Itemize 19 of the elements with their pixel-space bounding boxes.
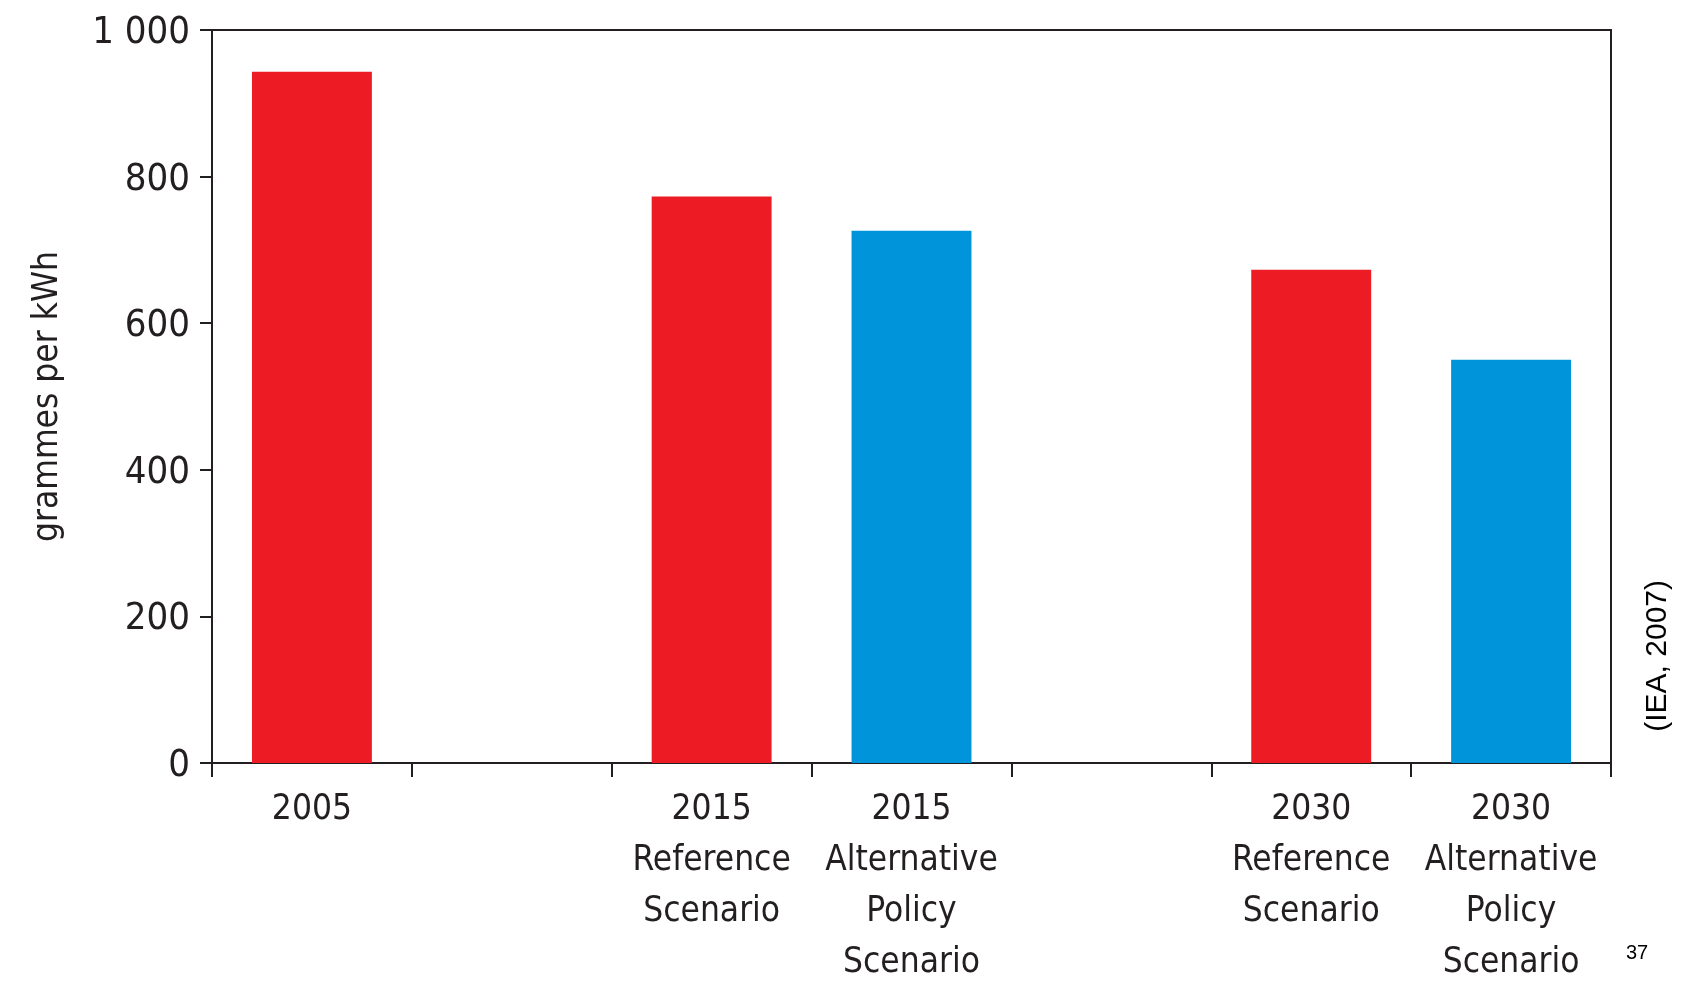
x-tick-label: 2030 Reference Scenario [1232, 786, 1391, 929]
x-tick-label: 2015 Alternative Policy Scenario [825, 786, 998, 980]
y-tick-label: 0 [168, 741, 190, 785]
y-axis-title: grammes per kWh [24, 250, 65, 543]
bar [1451, 359, 1572, 763]
y-tick-label: 800 [124, 154, 190, 199]
y-tick-label: 200 [124, 594, 190, 639]
bar [651, 196, 772, 763]
x-tick-label: 2030 Alternative Policy Scenario [1424, 786, 1598, 980]
y-tick-label: 400 [124, 447, 190, 492]
y-tick-label: 600 [124, 301, 190, 346]
y-tick-label: 1 000 [92, 8, 190, 52]
bar [1251, 269, 1372, 763]
x-tick-label: 2015 Reference Scenario [632, 786, 791, 929]
text: (IEA, 2007) [1638, 579, 1672, 732]
bar [851, 230, 972, 763]
x-tick-label: 2005 [271, 786, 352, 827]
bar [251, 71, 372, 763]
text: 37 [1626, 941, 1649, 963]
